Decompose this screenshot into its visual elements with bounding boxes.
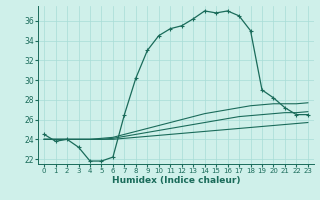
X-axis label: Humidex (Indice chaleur): Humidex (Indice chaleur) [112,176,240,185]
